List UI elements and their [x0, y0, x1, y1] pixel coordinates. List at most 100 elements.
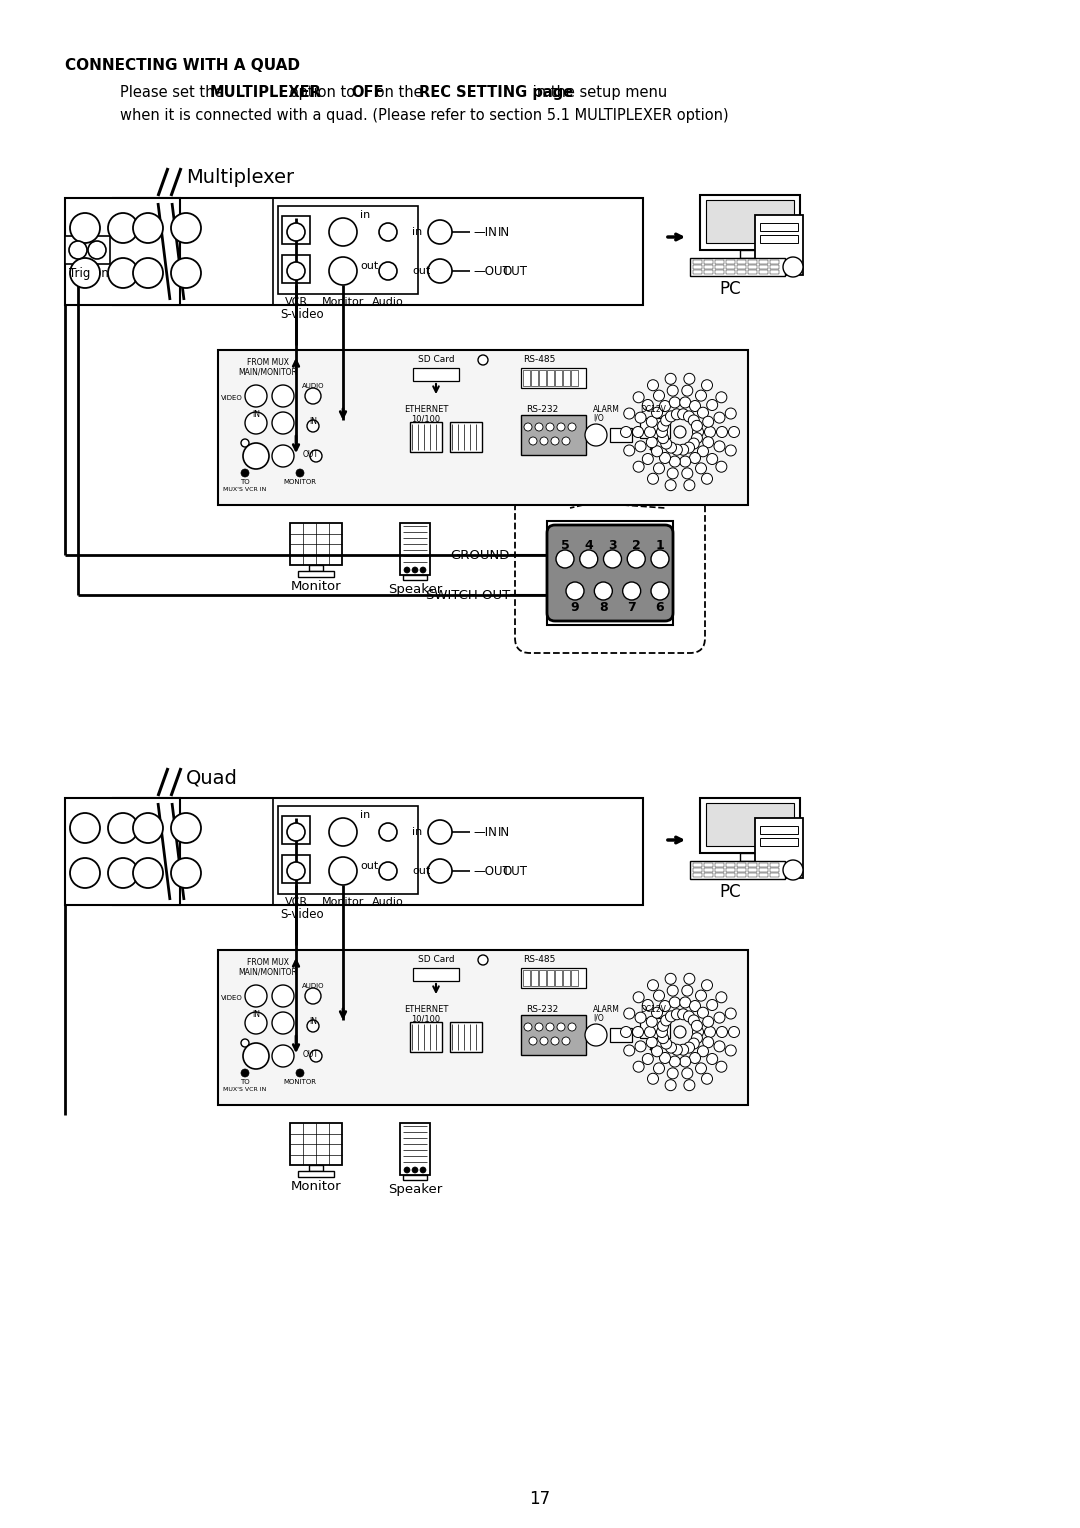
Text: in: in [411, 827, 422, 837]
Circle shape [633, 461, 644, 472]
Text: MUX'S VCR IN: MUX'S VCR IN [224, 487, 267, 492]
Circle shape [604, 550, 621, 568]
Circle shape [706, 454, 718, 465]
Circle shape [702, 380, 713, 391]
Circle shape [665, 1080, 676, 1091]
Text: RS-232: RS-232 [526, 405, 558, 414]
Text: in: in [411, 228, 422, 237]
Circle shape [665, 480, 676, 490]
Bar [748, 868, 757, 872]
Bar [531, 370, 538, 387]
Circle shape [633, 1062, 644, 1073]
Bar [704, 270, 713, 274]
Text: VIDEO: VIDEO [221, 396, 243, 400]
Circle shape [696, 990, 706, 1001]
Text: 3: 3 [608, 539, 617, 552]
Circle shape [672, 1008, 683, 1019]
Circle shape [684, 442, 694, 454]
Bar [759, 863, 768, 866]
Circle shape [645, 1027, 656, 1038]
Bar [770, 872, 779, 877]
FancyBboxPatch shape [546, 526, 673, 620]
Bar [555, 970, 562, 986]
Text: MULTIPLEXER: MULTIPLEXER [210, 86, 322, 99]
Circle shape [672, 445, 683, 455]
Circle shape [684, 1012, 694, 1022]
Text: DC12V: DC12V [640, 1005, 666, 1015]
Bar [737, 270, 746, 274]
Bar [450, 422, 482, 452]
Text: AUDIO: AUDIO [301, 384, 324, 390]
Circle shape [679, 455, 691, 468]
Circle shape [404, 567, 410, 573]
Circle shape [689, 1001, 701, 1012]
Circle shape [633, 992, 644, 1002]
Circle shape [688, 1038, 699, 1050]
Bar [740, 251, 760, 258]
Text: I/O: I/O [593, 1013, 604, 1022]
Circle shape [696, 463, 706, 474]
Text: ETHERNET: ETHERNET [404, 405, 448, 414]
Circle shape [108, 813, 138, 843]
Bar [759, 270, 768, 274]
Circle shape [703, 416, 714, 428]
Bar [748, 270, 757, 274]
Circle shape [108, 212, 138, 243]
Circle shape [674, 426, 686, 439]
Text: 8: 8 [599, 601, 608, 614]
Circle shape [529, 437, 537, 445]
Text: ETHERNET: ETHERNET [404, 1005, 448, 1015]
Text: Monitor: Monitor [322, 897, 364, 908]
Bar [278, 206, 418, 293]
Bar [759, 264, 768, 269]
Text: 2: 2 [632, 539, 640, 552]
Circle shape [681, 468, 692, 478]
Circle shape [691, 432, 702, 443]
Text: OUT: OUT [502, 264, 527, 278]
Circle shape [69, 241, 87, 260]
Circle shape [633, 1027, 644, 1038]
Circle shape [702, 474, 713, 484]
Circle shape [272, 986, 294, 1007]
Circle shape [585, 423, 607, 446]
Circle shape [379, 862, 397, 880]
Circle shape [245, 385, 267, 406]
Circle shape [635, 1012, 646, 1024]
Bar [706, 200, 794, 243]
Circle shape [667, 1068, 678, 1079]
Circle shape [645, 426, 656, 437]
Text: PC: PC [719, 280, 741, 298]
Text: in: in [360, 209, 370, 220]
Text: out: out [360, 261, 378, 270]
Circle shape [633, 426, 644, 437]
Text: OUT: OUT [502, 865, 527, 879]
Circle shape [624, 1045, 635, 1056]
Text: SD Card: SD Card [418, 955, 455, 964]
Text: 6: 6 [656, 601, 664, 614]
Circle shape [670, 397, 680, 408]
Circle shape [684, 973, 694, 984]
Bar [737, 863, 746, 866]
Bar [726, 868, 735, 872]
Circle shape [660, 1001, 671, 1012]
Circle shape [651, 550, 669, 568]
Circle shape [428, 859, 453, 883]
Circle shape [411, 1167, 418, 1174]
Text: option to: option to [285, 86, 360, 99]
Circle shape [679, 397, 691, 408]
Bar [755, 215, 804, 275]
Circle shape [657, 1027, 667, 1038]
Circle shape [310, 1050, 322, 1062]
Circle shape [689, 1053, 701, 1063]
Circle shape [643, 999, 653, 1010]
Text: Monitor: Monitor [291, 1180, 341, 1193]
Circle shape [660, 452, 671, 463]
Circle shape [706, 399, 718, 411]
Circle shape [658, 432, 669, 443]
Text: Audio: Audio [373, 897, 404, 908]
Text: VCR: VCR [284, 897, 308, 908]
Circle shape [243, 1044, 269, 1070]
Bar [523, 370, 530, 387]
Text: OUT: OUT [303, 451, 319, 458]
Text: —OUT: —OUT [473, 264, 510, 278]
